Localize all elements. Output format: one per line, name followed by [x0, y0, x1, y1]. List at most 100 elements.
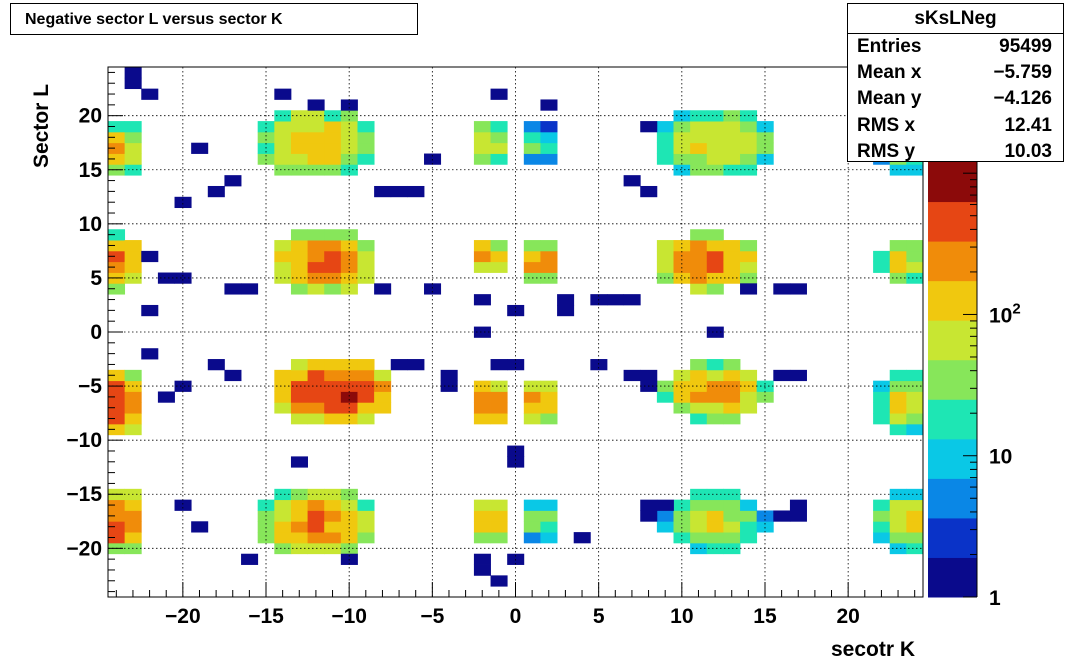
heatmap-cell: [307, 153, 325, 165]
heatmap-cell: [690, 488, 708, 501]
heatmap-cell: [740, 499, 758, 511]
heatmap-cell: [723, 153, 741, 165]
heatmap-cell: [357, 131, 375, 144]
heatmap-cell: [108, 402, 126, 414]
heatmap-cell: [340, 229, 358, 241]
heatmap-cell: [789, 283, 807, 295]
heatmap-cell: [873, 532, 891, 544]
heatmap-cell: [906, 164, 924, 176]
heatmap-cell: [706, 326, 724, 338]
heatmap-cell: [723, 110, 741, 122]
heatmap-cell: [706, 488, 724, 501]
heatmap-cell: [274, 261, 292, 273]
heatmap-cell: [124, 402, 142, 414]
heatmap-cell: [274, 510, 292, 522]
heatmap-cell: [290, 402, 308, 414]
heatmap-cell: [706, 521, 724, 533]
heatmap-cell: [723, 380, 741, 392]
heatmap-cell: [723, 359, 741, 371]
heatmap-cell: [141, 250, 159, 263]
heatmap-cell: [174, 380, 192, 392]
heatmap-cell: [290, 164, 308, 176]
heatmap-cell: [723, 240, 741, 252]
heatmap-cell: [324, 369, 342, 382]
heatmap-cell: [124, 369, 142, 382]
heatmap-cell: [157, 391, 175, 403]
heatmap-cell: [108, 521, 126, 533]
heatmap-cell: [690, 261, 708, 273]
heatmap-cell: [274, 164, 292, 176]
stats-value: 95499: [999, 36, 1052, 57]
heatmap-cell: [324, 283, 342, 295]
heatmap-cell: [340, 359, 358, 371]
heatmap-cell: [873, 521, 891, 533]
x-axis: −20 −15 −10 −5 0 5 10 15 20: [115, 582, 916, 628]
stats-value: −5.759: [993, 62, 1052, 83]
heatmap-cell: [174, 272, 192, 284]
x-tick-label: 0: [510, 605, 522, 628]
heatmap-cell: [723, 272, 741, 284]
heatmap-cell: [473, 121, 491, 133]
heatmap-cell: [290, 488, 308, 501]
heatmap-cell: [873, 261, 891, 273]
heatmap-cell: [723, 532, 741, 544]
heatmap-cell: [324, 240, 342, 252]
heatmap-cell: [606, 294, 625, 306]
heatmap-cell: [640, 510, 658, 522]
heatmap-cell: [307, 499, 325, 511]
heatmap-cell: [307, 521, 325, 533]
heatmap-cell: [690, 283, 708, 295]
x-tick-label: 15: [753, 605, 777, 628]
heatmap-cell: [623, 294, 641, 306]
y-tick-label: 0: [90, 321, 102, 344]
heatmap-cell: [108, 391, 126, 403]
heatmap-cell: [640, 369, 658, 382]
heatmap-cell: [873, 391, 891, 403]
y-tick-label: 20: [79, 105, 102, 128]
heatmap-cell: [906, 413, 924, 425]
x-tick-label: −20: [165, 605, 201, 628]
heatmap-cell: [340, 131, 358, 144]
heatmap-cell: [540, 532, 558, 544]
stats-label: Mean x: [857, 62, 922, 83]
heatmap-cell: [640, 499, 658, 511]
heatmap-cell: [290, 521, 308, 533]
heatmap-cell: [257, 131, 275, 144]
heatmap-cell: [673, 121, 691, 133]
heatmap-cell: [523, 402, 541, 414]
y-tick-label: −10: [66, 429, 102, 452]
heatmap-cell: [690, 510, 708, 522]
heatmap-cell: [290, 499, 308, 511]
heatmap-cell: [889, 542, 907, 555]
stats-row-entries: Entries 95499: [857, 36, 1052, 60]
heatmap-cell: [473, 240, 491, 252]
heatmap-cell: [906, 250, 924, 263]
heatmap-cell: [673, 380, 691, 392]
heatmap-cell: [656, 261, 674, 273]
heatmap-cell: [507, 304, 525, 317]
heatmap-cell: [540, 391, 558, 403]
heatmap-cell: [756, 121, 774, 133]
heatmap-cell: [124, 240, 142, 252]
heatmap-cell: [357, 499, 375, 511]
heatmap-cell: [473, 402, 491, 414]
heatmap-cell: [124, 261, 142, 273]
heatmap-cell: [357, 369, 375, 382]
color-scale-swatch: [928, 478, 977, 519]
heatmap-cell: [324, 142, 342, 154]
x-tick-label: −15: [248, 605, 284, 628]
heatmap-cell: [540, 131, 558, 144]
heatmap-cell: [490, 131, 508, 144]
heatmap-cell: [773, 283, 791, 295]
heatmap-cell: [290, 380, 308, 392]
heatmap-cell: [274, 402, 292, 414]
heatmap-cell: [540, 261, 558, 273]
heatmap-cells: [108, 67, 924, 587]
heatmap-cell: [873, 380, 891, 392]
heatmap-cell: [507, 456, 525, 468]
heatmap-cell: [324, 521, 342, 533]
heatmap-cell: [124, 499, 142, 511]
heatmap-cell: [473, 142, 491, 154]
heatmap-cell: [740, 250, 758, 263]
heatmap-cell: [723, 499, 741, 511]
